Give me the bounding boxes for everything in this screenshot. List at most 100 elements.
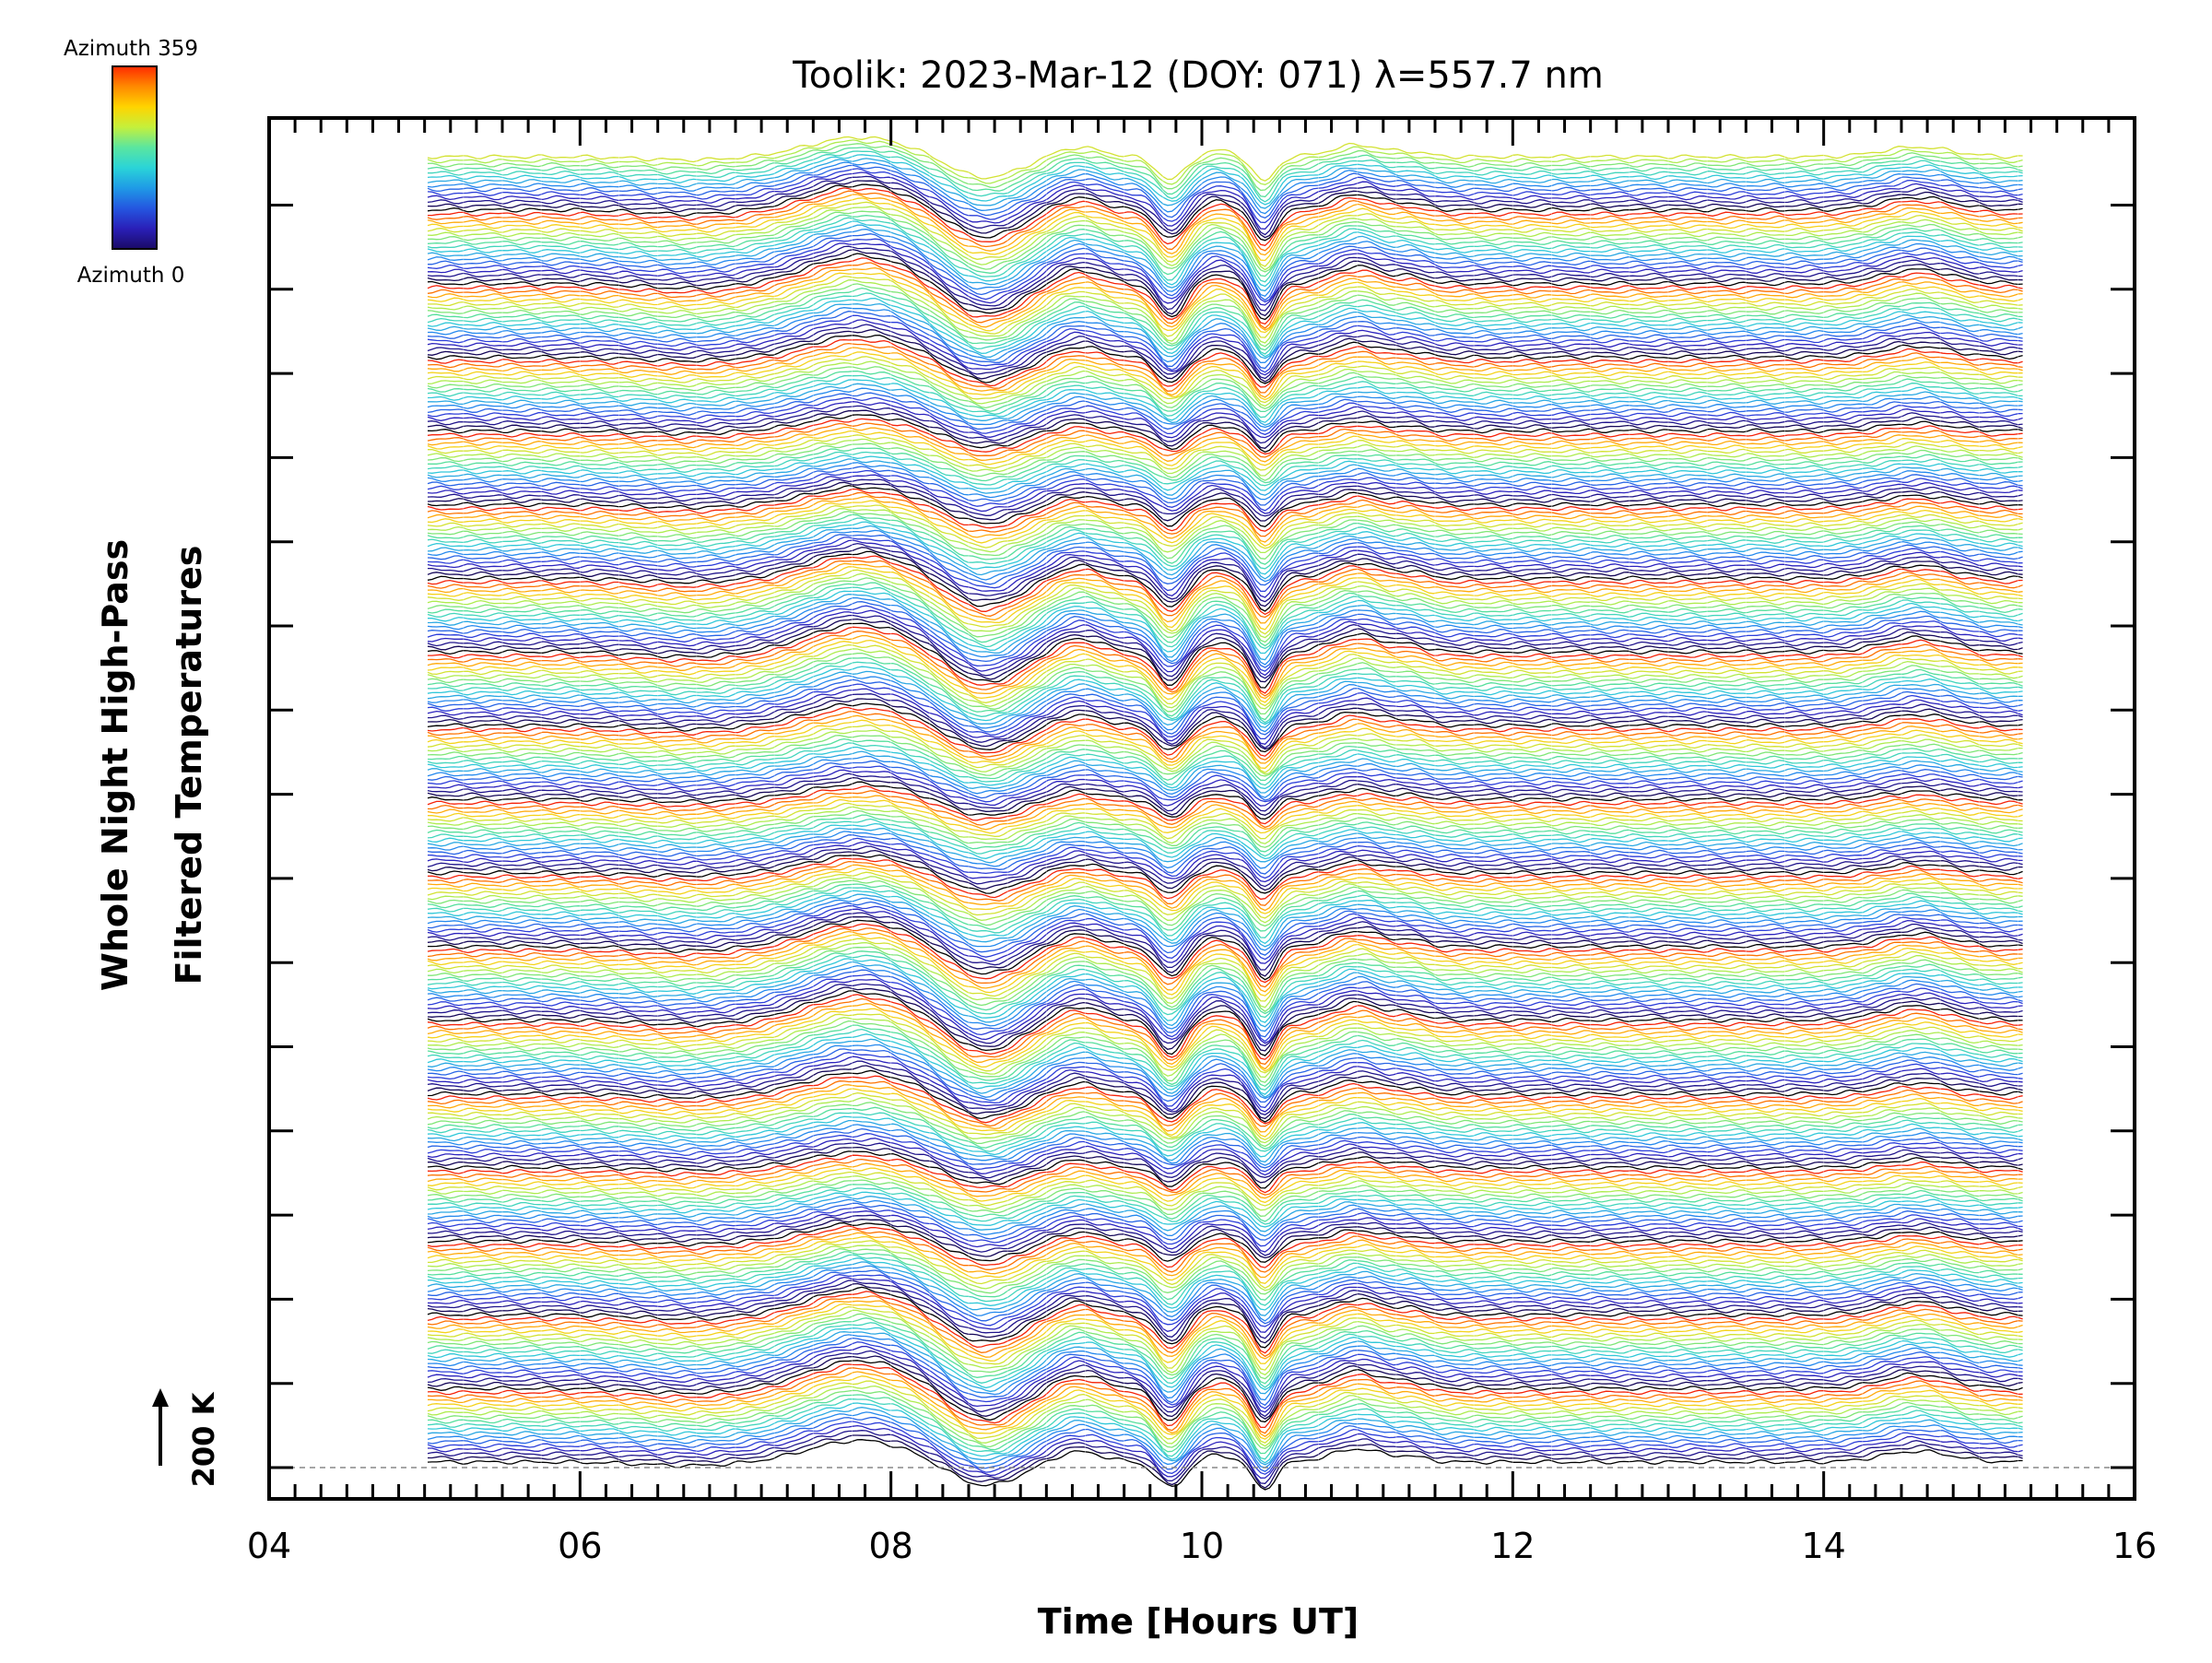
trace-line <box>427 1124 2023 1166</box>
trace-line <box>427 360 2023 407</box>
trace-line <box>427 462 2023 501</box>
trace-line <box>427 517 2023 570</box>
trace-line <box>427 1222 2023 1263</box>
trace-line <box>427 582 2023 647</box>
trace-line <box>427 1380 2023 1444</box>
trace-line <box>427 161 2023 215</box>
colorbar-gradient <box>112 65 158 250</box>
trace-line <box>427 1065 2023 1120</box>
trace-line <box>427 634 2023 700</box>
trace-line <box>427 897 2023 951</box>
trace-line <box>427 1195 2023 1233</box>
trace-line <box>427 735 2023 777</box>
trace-line <box>427 1276 2023 1333</box>
trace-line <box>427 272 2023 334</box>
trace-line <box>427 547 2023 607</box>
trace-line <box>427 1084 2023 1133</box>
trace-line <box>427 1202 2023 1241</box>
trace-line <box>427 1080 2023 1127</box>
trace-line <box>427 566 2023 631</box>
trace-line <box>427 210 2023 273</box>
trace-line <box>427 693 2023 749</box>
trace-line <box>428 276 2023 338</box>
trace-line <box>427 656 2023 721</box>
trace-line <box>427 238 2023 303</box>
trace-line <box>427 648 2023 710</box>
trace-line <box>427 513 2023 565</box>
trace-line <box>427 454 2023 491</box>
trace-line <box>427 183 2023 242</box>
trace-line <box>427 1375 2023 1440</box>
trace-line <box>427 614 2023 679</box>
trace-line <box>427 622 2023 689</box>
trace-line <box>427 683 2023 740</box>
trace-line <box>427 434 2023 471</box>
trace-line <box>427 806 2023 844</box>
trace-line <box>427 1363 2023 1429</box>
colorbar-bottom-label: Azimuth 0 <box>77 264 185 288</box>
trace-line <box>427 994 2023 1060</box>
trace-line <box>427 374 2023 419</box>
trace-line <box>427 1360 2023 1423</box>
trace-line <box>427 1345 2023 1413</box>
x-tick-label: 16 <box>2112 1526 2157 1566</box>
trace-line <box>427 1206 2023 1247</box>
trace-line <box>427 750 2023 794</box>
trace-line <box>427 661 2023 724</box>
trace-line <box>427 379 2023 423</box>
trace-line <box>427 143 2023 192</box>
trace-line <box>427 555 2023 616</box>
trace-line <box>427 1219 2023 1259</box>
vertical-gridlines <box>463 155 2018 1471</box>
trace-line <box>427 474 2023 514</box>
trace-line <box>427 822 2023 860</box>
trace-line <box>428 1424 2023 1479</box>
trace-line <box>427 550 2023 612</box>
trace-line <box>427 761 2023 801</box>
trace-line <box>427 1407 2023 1466</box>
trace-line <box>427 1341 2023 1409</box>
trace-line <box>427 773 2023 812</box>
trace-line <box>427 1154 2023 1194</box>
trace-line <box>427 1257 2023 1311</box>
x-tick-label: 12 <box>1490 1526 1535 1566</box>
trace-line <box>427 245 2023 312</box>
trace-line <box>427 1282 2023 1344</box>
trace-line <box>427 1028 2023 1091</box>
trace-line <box>427 334 2023 384</box>
trace-line <box>427 814 2023 853</box>
trace-line <box>427 249 2023 317</box>
trace-line <box>427 1247 2023 1295</box>
trace-line <box>427 511 2023 560</box>
trace-line <box>427 958 2023 1023</box>
trace-line <box>428 590 2023 655</box>
trace-line <box>427 1112 2023 1152</box>
trace-line <box>427 912 2023 971</box>
trace-line <box>427 158 2023 209</box>
trace-line <box>427 1008 2023 1072</box>
trace-line <box>427 508 2023 554</box>
trace-line <box>427 319 2023 376</box>
trace-line <box>427 1142 2023 1179</box>
trace-line <box>427 529 2023 583</box>
trace-line <box>427 961 2023 1028</box>
trace-line <box>427 1214 2023 1256</box>
trace-line <box>427 201 2023 267</box>
trace-line <box>427 401 2023 439</box>
trace-line <box>427 297 2023 358</box>
trace-line <box>427 890 2023 945</box>
trace-line <box>427 560 2023 619</box>
trace-line <box>427 458 2023 496</box>
trace-line <box>428 447 2023 484</box>
trace-line <box>427 279 2023 344</box>
trace-line <box>427 1251 2023 1301</box>
trace-line <box>427 190 2023 252</box>
trace-line <box>427 990 2023 1056</box>
trace-line <box>427 1430 2023 1484</box>
trace-line <box>427 927 2023 988</box>
trace-line <box>428 1434 2023 1489</box>
trace-line <box>427 1138 2023 1176</box>
trace-line <box>427 864 2023 912</box>
trace-line <box>427 481 2023 522</box>
trace-line <box>427 451 2023 487</box>
